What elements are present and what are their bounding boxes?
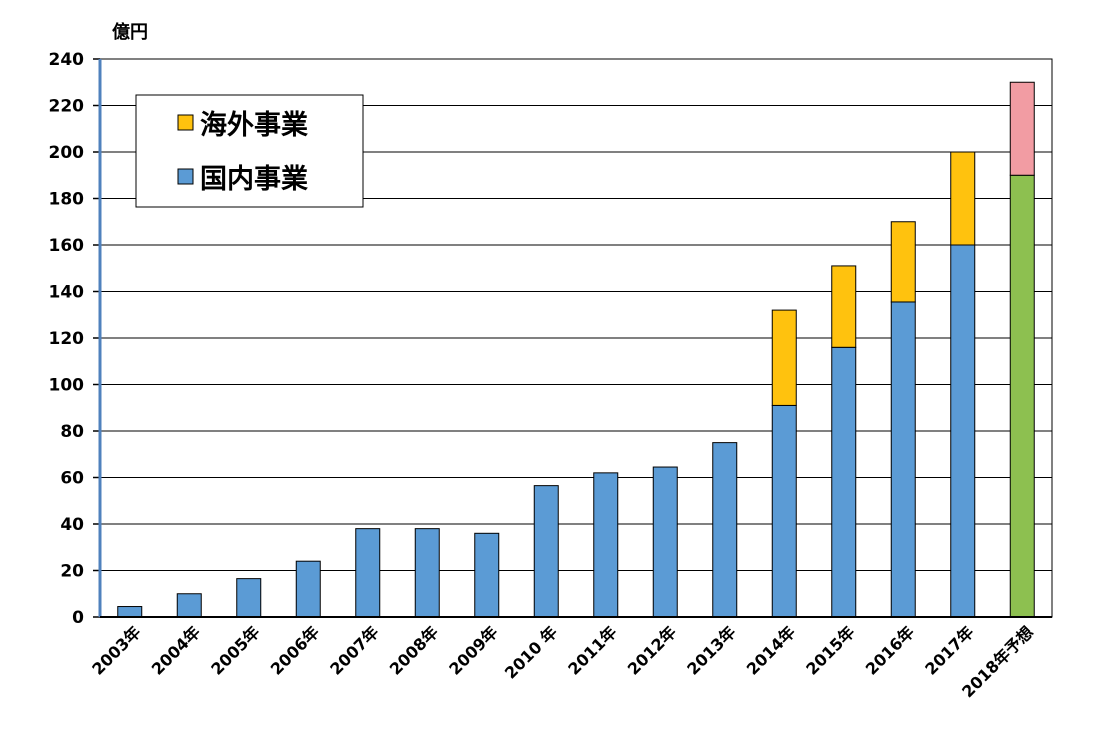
bar-segment-domestic <box>117 606 143 618</box>
y-tick-label: 120 <box>49 329 85 349</box>
y-tick-label: 40 <box>60 515 84 535</box>
x-tick-label: 2014年 <box>743 622 799 678</box>
y-tick-label: 0 <box>72 608 84 628</box>
bar-segment-overseas <box>831 265 857 348</box>
legend-label: 国内事業 <box>200 164 308 195</box>
bar-segment-domestic <box>414 528 440 618</box>
bar-segment-domestic <box>295 560 321 618</box>
y-tick-label: 80 <box>60 422 84 442</box>
legend-swatch <box>177 114 194 131</box>
y-axis-unit-label: 億円 <box>112 21 148 43</box>
x-tick-label: 2006年 <box>267 622 323 678</box>
bar-segment-overseas <box>950 151 976 246</box>
bars <box>117 81 1035 618</box>
bar-segment-domestic <box>474 532 500 618</box>
bar-segment-domestic <box>950 244 976 618</box>
y-tick-label: 60 <box>60 469 84 489</box>
y-axis-ticks: 0 20 40 60 80 100 120 140 160 180 200 220 240 <box>49 50 100 628</box>
bar-segment-domestic <box>890 301 916 618</box>
y-tick-label: 20 <box>60 562 84 582</box>
bar-segment-domestic <box>176 593 202 618</box>
y-tick-label: 100 <box>49 376 85 396</box>
x-tick-label: 2003年 <box>88 622 144 678</box>
y-tick-label: 200 <box>49 143 85 163</box>
x-tick-label: 2011年 <box>564 622 620 678</box>
x-tick-label: 2017年 <box>921 622 977 678</box>
x-tick-label: 2004年 <box>148 622 204 678</box>
x-axis-labels: 2003年 2004年 2005年 2006年 2007年 2008年 2009年 2010 … <box>88 622 1037 701</box>
axes <box>98 58 1053 618</box>
legend-label: 海外事業 <box>200 110 308 141</box>
y-tick-label: 140 <box>49 283 85 303</box>
bar-segment-overseas <box>1009 81 1035 176</box>
x-tick-label: 2016年 <box>862 622 918 678</box>
x-tick-label: 2005年 <box>207 622 263 678</box>
bar-segment-domestic <box>1009 174 1035 618</box>
x-tick-label: 2010 年 <box>501 622 561 682</box>
bar-segment-domestic <box>355 528 381 618</box>
x-tick-label: 2012年 <box>624 622 680 678</box>
y-tick-label: 240 <box>49 50 85 70</box>
x-tick-label: 2009年 <box>445 622 501 678</box>
x-tick-label: 2013年 <box>683 622 739 678</box>
bar-segment-domestic <box>236 578 262 618</box>
bar-segment-overseas <box>890 221 916 303</box>
x-tick-label: 2007年 <box>326 622 382 678</box>
bar-segment-domestic <box>593 472 619 618</box>
x-tick-label: 2015年 <box>802 622 858 678</box>
x-tick-label: 2008年 <box>386 622 442 678</box>
bar-segment-domestic <box>652 466 678 618</box>
y-tick-label: 160 <box>49 236 85 256</box>
y-tick-label: 220 <box>49 97 85 117</box>
bar-segment-overseas <box>771 309 797 406</box>
legend-box <box>135 94 364 208</box>
legend-swatch <box>177 168 194 185</box>
bar-segment-domestic <box>533 485 559 618</box>
bar-segment-domestic <box>712 442 738 618</box>
bar-segment-domestic <box>771 404 797 618</box>
y-tick-label: 180 <box>49 190 85 210</box>
bar-segment-domestic <box>831 346 857 618</box>
